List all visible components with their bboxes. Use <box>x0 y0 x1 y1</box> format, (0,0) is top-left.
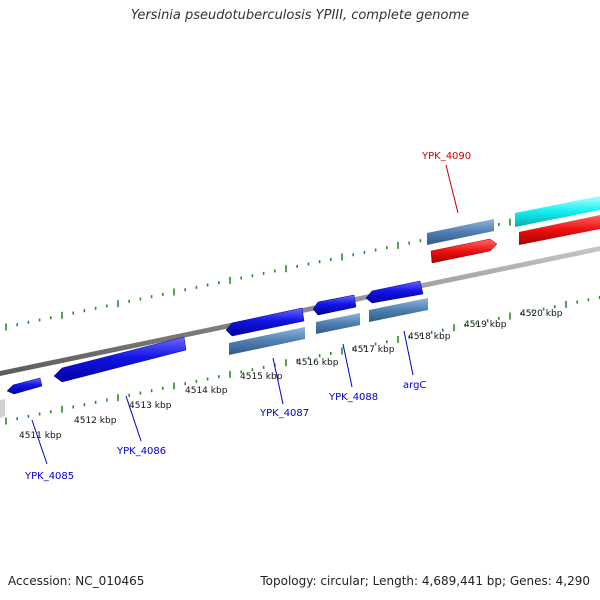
scale-label: 4518 kbp <box>408 332 451 342</box>
scale-label: 4515 kbp <box>240 372 283 382</box>
scale-ticks-lower <box>5 295 600 425</box>
gene-label-ypk-4088: YPK_4088 <box>328 392 378 403</box>
scale-label: 4519 kbp <box>464 320 507 330</box>
gene-bar <box>427 219 494 245</box>
label-leader <box>342 343 353 388</box>
gene-label-argc: argC <box>403 380 426 391</box>
cds-arrow <box>519 215 600 245</box>
cds-arrow <box>53 336 187 383</box>
genome-summary-text: Topology: circular; Length: 4,689,441 bp… <box>260 574 590 588</box>
scale-label: 4511 kbp <box>19 431 62 441</box>
accession-text: Accession: NC_010465 <box>8 574 145 588</box>
cds-arrow <box>6 377 43 395</box>
scale-ticks-upper <box>5 201 600 331</box>
label-leader <box>403 330 414 376</box>
scale-label: 4517 kbp <box>352 345 395 355</box>
cds-arrow <box>430 238 498 264</box>
gene-label-ypk-4087: YPK_4087 <box>259 408 309 419</box>
label-leader <box>31 419 48 465</box>
gene-label-ypk-4085: YPK_4085 <box>24 471 74 482</box>
label-leader <box>445 164 459 214</box>
cds-arrow <box>365 280 424 304</box>
cds-arrow <box>225 307 305 337</box>
label-leader <box>272 357 284 405</box>
cds-arrow <box>515 196 600 227</box>
cds-arrow <box>312 294 357 316</box>
gene-bar <box>316 313 360 334</box>
backbone-edge <box>0 399 5 418</box>
scale-label: 4513 kbp <box>129 401 172 411</box>
gene-bar <box>229 327 305 355</box>
label-leader <box>125 395 142 442</box>
gene-label-ypk-4086: YPK_4086 <box>116 446 166 457</box>
gene-bar <box>369 298 428 322</box>
scale-label: 4516 kbp <box>296 358 339 368</box>
scale-label: 4520 kbp <box>520 309 563 319</box>
map-title: Yersinia pseudotuberculosis YPIII, compl… <box>130 8 470 23</box>
scale-labels: 4511 kbp 4512 kbp 4513 kbp 4514 kbp 4515… <box>19 309 563 441</box>
scale-label: 4512 kbp <box>74 416 117 426</box>
scale-label: 4514 kbp <box>185 386 228 396</box>
gene-label-ypk-4090: YPK_4090 <box>421 151 471 162</box>
